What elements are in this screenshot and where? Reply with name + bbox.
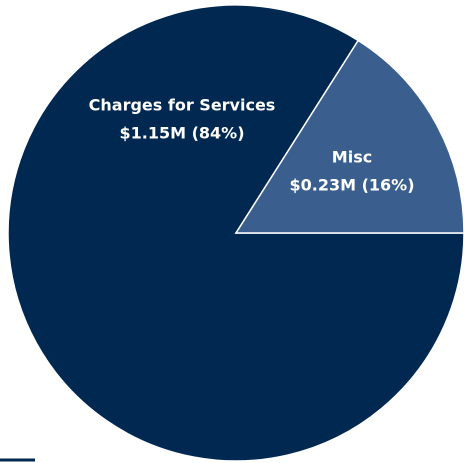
slice-label: Charges for Services (89, 96, 276, 115)
slice-label: Misc (332, 148, 372, 167)
slice-value-label: $0.23M (16%) (289, 176, 414, 195)
pie-slice (234, 39, 464, 234)
slice-value-label: $1.15M (84%) (119, 124, 244, 143)
